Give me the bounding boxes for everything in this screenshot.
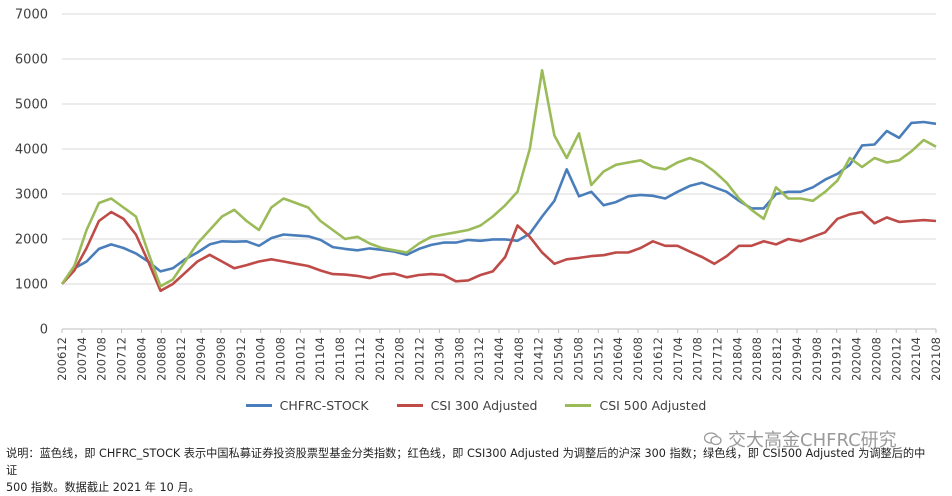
legend: CHFRC-STOCK CSI 300 Adjusted CSI 500 Adj… [0,398,952,413]
x-tick-label: 202012 [889,337,903,381]
x-tick-label: 202004 [850,337,864,381]
x-tick-label: 201708 [691,337,705,381]
x-tick-label: 201008 [274,337,288,381]
x-tick-label: 201304 [432,337,446,381]
wechat-icon [704,432,722,446]
x-tick-label: 200704 [75,337,89,381]
series-lines [60,69,937,293]
x-tick-label: 201308 [452,337,466,381]
x-tick-label: 200804 [134,337,148,381]
x-tick-label: 201204 [373,337,387,381]
footnote: 说明：蓝色线，即 CHFRC_STOCK 表示中国私募证券投资股票型基金分类指数… [6,445,936,496]
watermark-text: 交大高金CHFRC研究 [728,430,897,451]
x-tick-label: 201912 [830,337,844,381]
x-tick-label: 201908 [810,337,824,381]
y-axis: 0 1000 2000 3000 4000 5000 6000 7000 [15,8,48,338]
x-axis: 200612 200704 200708 200712 200804 200808 2008… [55,329,943,381]
x-tick-label: 201604 [611,337,625,381]
series-line-csi-500-adjusted [60,69,937,288]
legend-swatch [396,404,423,407]
x-tick-label: 200708 [95,337,109,381]
x-tick-label: 201804 [730,337,744,381]
legend-item-csi300: CSI 300 Adjusted [396,398,538,413]
x-tick-label: 200808 [154,337,168,381]
x-tick-label: 201208 [393,337,407,381]
x-tick-label: 201812 [770,337,784,381]
x-tick-label: 201012 [293,337,307,381]
x-tick-label: 201104 [313,337,327,381]
footnote-line-1: 说明：蓝色线，即 CHFRC_STOCK 表示中国私募证券投资股票型基金分类指数… [6,447,926,477]
y-tick-label: 4000 [15,143,48,158]
y-tick-label: 0 [40,323,48,338]
y-tick-label: 1000 [15,278,48,293]
x-tick-label: 201508 [571,337,585,381]
x-tick-label: 201712 [711,337,725,381]
x-tick-label: 202008 [869,337,883,381]
legend-label: CSI 500 Adjusted [599,398,707,413]
x-tick-label: 201108 [333,337,347,381]
y-tick-label: 6000 [15,53,48,68]
x-tick-label: 201004 [254,337,268,381]
y-tick-label: 7000 [15,8,48,23]
x-tick-label: 201112 [353,337,367,381]
series-line-chfrc-stock [60,120,937,285]
x-tick-label: 201408 [512,337,526,381]
y-tick-label: 3000 [15,188,48,203]
footnote-line-2: 500 指数。数据截止 2021 年 10 月。 [6,481,200,494]
x-tick-label: 200612 [55,337,69,381]
gridlines [62,13,936,330]
x-tick-label: 201704 [671,337,685,381]
x-tick-label: 200812 [174,337,188,381]
x-tick-label: 202108 [929,337,943,381]
y-tick-label: 5000 [15,98,48,113]
x-tick-label: 201212 [413,337,427,381]
x-tick-label: 200908 [214,337,228,381]
x-tick-label: 201412 [532,337,546,381]
legend-swatch [245,404,272,407]
x-tick-label: 201612 [651,337,665,381]
x-tick-label: 201608 [631,337,645,381]
x-tick-label: 201904 [790,337,804,381]
x-tick-label: 201312 [472,337,486,381]
y-tick-label: 2000 [15,233,48,248]
legend-swatch [565,404,592,407]
x-tick-label: 202104 [909,337,923,381]
series-line-csi-300-adjusted [61,210,937,293]
watermark: 交大高金CHFRC研究 [704,426,897,452]
x-tick-label: 201512 [591,337,605,381]
x-tick-label: 200712 [115,337,129,381]
line-chart: 0 1000 2000 3000 4000 5000 6000 7000 200612 2007… [15,8,943,381]
x-tick-label: 200904 [194,337,208,381]
legend-item-chfrc-stock: CHFRC-STOCK [245,398,369,413]
x-tick-label: 201808 [750,337,764,381]
legend-item-csi500: CSI 500 Adjusted [565,398,706,413]
legend-label: CSI 300 Adjusted [430,398,538,413]
x-tick-label: 201504 [552,337,566,381]
x-tick-label: 201404 [492,337,506,381]
legend-label: CHFRC-STOCK [279,398,369,413]
x-tick-label: 200912 [234,337,248,381]
